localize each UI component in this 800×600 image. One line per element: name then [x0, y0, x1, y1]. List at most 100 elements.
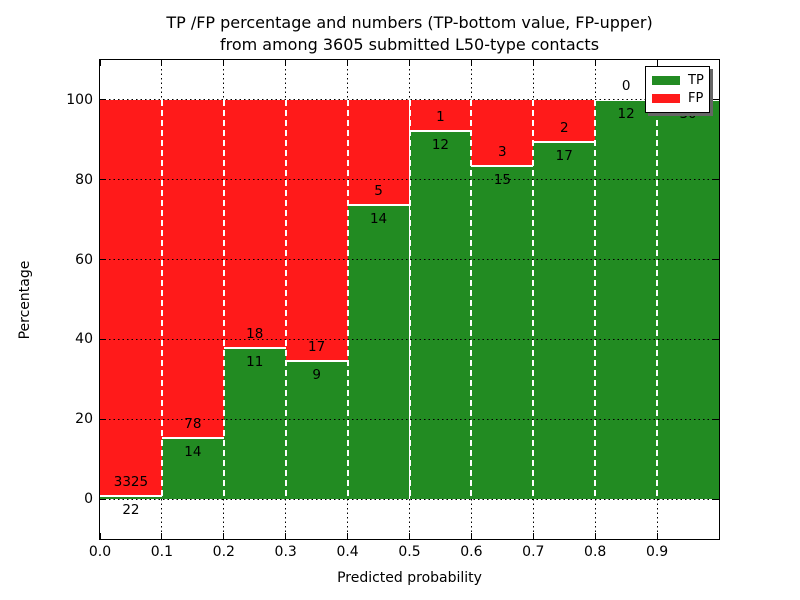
tp-count-label: 15 [493, 172, 511, 189]
x-tick-mark-top [656, 60, 658, 66]
fp-count-label: 3325 [113, 474, 149, 491]
grid-line-vertical-dotted-top [285, 60, 287, 100]
fp-legend-label: FP [688, 91, 704, 107]
grid-line-vertical-dotted-top [470, 60, 472, 100]
tp-bar-segment [161, 438, 224, 500]
tp-bar-segment [471, 166, 534, 500]
y-tick-mark-right [713, 99, 719, 101]
legend: TP FP [645, 66, 710, 113]
y-tick-label: 0 [84, 491, 93, 508]
tp-count-label: 14 [184, 444, 202, 461]
grid-line-vertical-dotted-top [223, 60, 225, 100]
grid-line-vertical-dashed [470, 99, 473, 500]
y-tick-mark-right [713, 498, 719, 500]
fp-legend-swatch [652, 94, 680, 104]
y-tick-mark-right [713, 418, 719, 420]
grid-line-vertical-dashed [532, 99, 535, 500]
x-tick-mark-bottom [161, 533, 163, 539]
tp-count-label: 17 [555, 147, 573, 164]
tp-bar-segment [657, 99, 719, 500]
fp-count-label: 3 [498, 144, 507, 161]
x-tick-mark-top [223, 60, 225, 66]
fp-count-label: 0 [621, 77, 631, 94]
y-tick-mark-right [713, 338, 719, 340]
tp-bar-segment [285, 360, 348, 500]
segment-boundary-line [409, 129, 472, 132]
fp-bar-segment [409, 99, 472, 131]
grid-line-vertical-dashed [284, 99, 287, 500]
y-tick-label: 80 [75, 171, 93, 188]
x-tick-mark-bottom [223, 533, 225, 539]
fp-bar-segment [471, 99, 534, 167]
grid-line-horizontal [100, 338, 719, 340]
x-tick-mark-bottom [532, 533, 534, 539]
chart-title-line2: from among 3605 submitted L50-type conta… [219, 35, 600, 54]
x-tick-mark-top [285, 60, 287, 66]
x-tick-label: 0.4 [336, 544, 359, 560]
tp-count-label: 14 [369, 210, 388, 227]
plot-area: 33252278141811179514112315217012030 [99, 59, 720, 540]
x-tick-label: 0.5 [398, 544, 421, 560]
tp-count-label: 12 [617, 105, 635, 122]
fp-bar-segment [285, 99, 348, 361]
x-tick-label: 0.9 [645, 544, 669, 560]
tp-bar-segment [409, 130, 472, 500]
tp-bar-segment [100, 496, 162, 500]
fp-bar-segment [223, 99, 286, 348]
grid-line-vertical-dotted-bottom [347, 499, 349, 539]
fp-count-label: 17 [308, 338, 326, 355]
grid-line-vertical-dashed [594, 99, 597, 500]
x-tick-mark-bottom [285, 533, 287, 539]
segment-boundary-line [285, 359, 348, 362]
segment-boundary-line [471, 165, 534, 168]
grid-line-vertical-dotted-top [347, 60, 349, 100]
y-tick-mark-left [100, 418, 106, 420]
fp-count-label: 5 [374, 182, 383, 199]
grid-line-vertical-dotted-top [532, 60, 534, 100]
tp-count-label: 11 [246, 353, 264, 370]
grid-line-vertical-dotted-bottom [470, 499, 472, 539]
grid-line-vertical-dotted-top [594, 60, 596, 100]
y-tick-label: 60 [75, 251, 93, 268]
tp-bar-segment [533, 141, 596, 500]
tp-bar-segment [347, 204, 410, 500]
x-tick-mark-top [594, 60, 596, 66]
legend-item-fp: FP [646, 92, 709, 105]
tp-bar-segment [595, 99, 658, 500]
grid-line-vertical-dotted-bottom [285, 499, 287, 539]
x-tick-mark-bottom [470, 533, 472, 539]
chart-title-line1: TP /FP percentage and numbers (TP-bottom… [166, 13, 653, 32]
grid-line-horizontal [100, 498, 719, 500]
tp-count-label: 9 [312, 366, 321, 383]
y-tick-label: 40 [75, 331, 93, 348]
grid-line-vertical-dashed [160, 99, 163, 500]
grid-line-vertical-dotted-bottom [409, 499, 410, 539]
y-tick-mark-left [100, 498, 106, 500]
tp-legend-label: TP [688, 72, 704, 88]
x-tick-mark-top [99, 60, 101, 66]
grid-line-vertical-dotted-top [161, 60, 163, 100]
x-tick-mark-bottom [656, 533, 658, 539]
x-tick-label: 0.7 [522, 544, 545, 560]
grid-line-vertical-dotted-bottom [594, 499, 596, 539]
grid-line-vertical-dashed [408, 99, 411, 500]
legend-item-tp: TP [646, 74, 709, 87]
segment-boundary-line [533, 140, 596, 143]
grid-line-horizontal [100, 259, 719, 261]
fp-count-label: 78 [184, 416, 202, 433]
tp-legend-swatch [652, 75, 680, 85]
x-tick-label: 0.2 [212, 544, 235, 560]
tp-count-label: 22 [122, 502, 140, 519]
grid-line-vertical-dotted-top [409, 60, 410, 100]
x-tick-mark-top [161, 60, 163, 66]
x-tick-label: 0.1 [150, 544, 174, 560]
x-tick-mark-top [409, 60, 410, 66]
grid-line-vertical-dashed [222, 99, 225, 500]
x-tick-mark-top [470, 60, 472, 66]
x-tick-mark-bottom [99, 533, 101, 539]
grid-line-vertical-dashed [656, 99, 659, 500]
fp-count-label: 1 [436, 108, 445, 125]
segment-boundary-line [100, 495, 162, 498]
grid-line-horizontal [100, 418, 719, 420]
